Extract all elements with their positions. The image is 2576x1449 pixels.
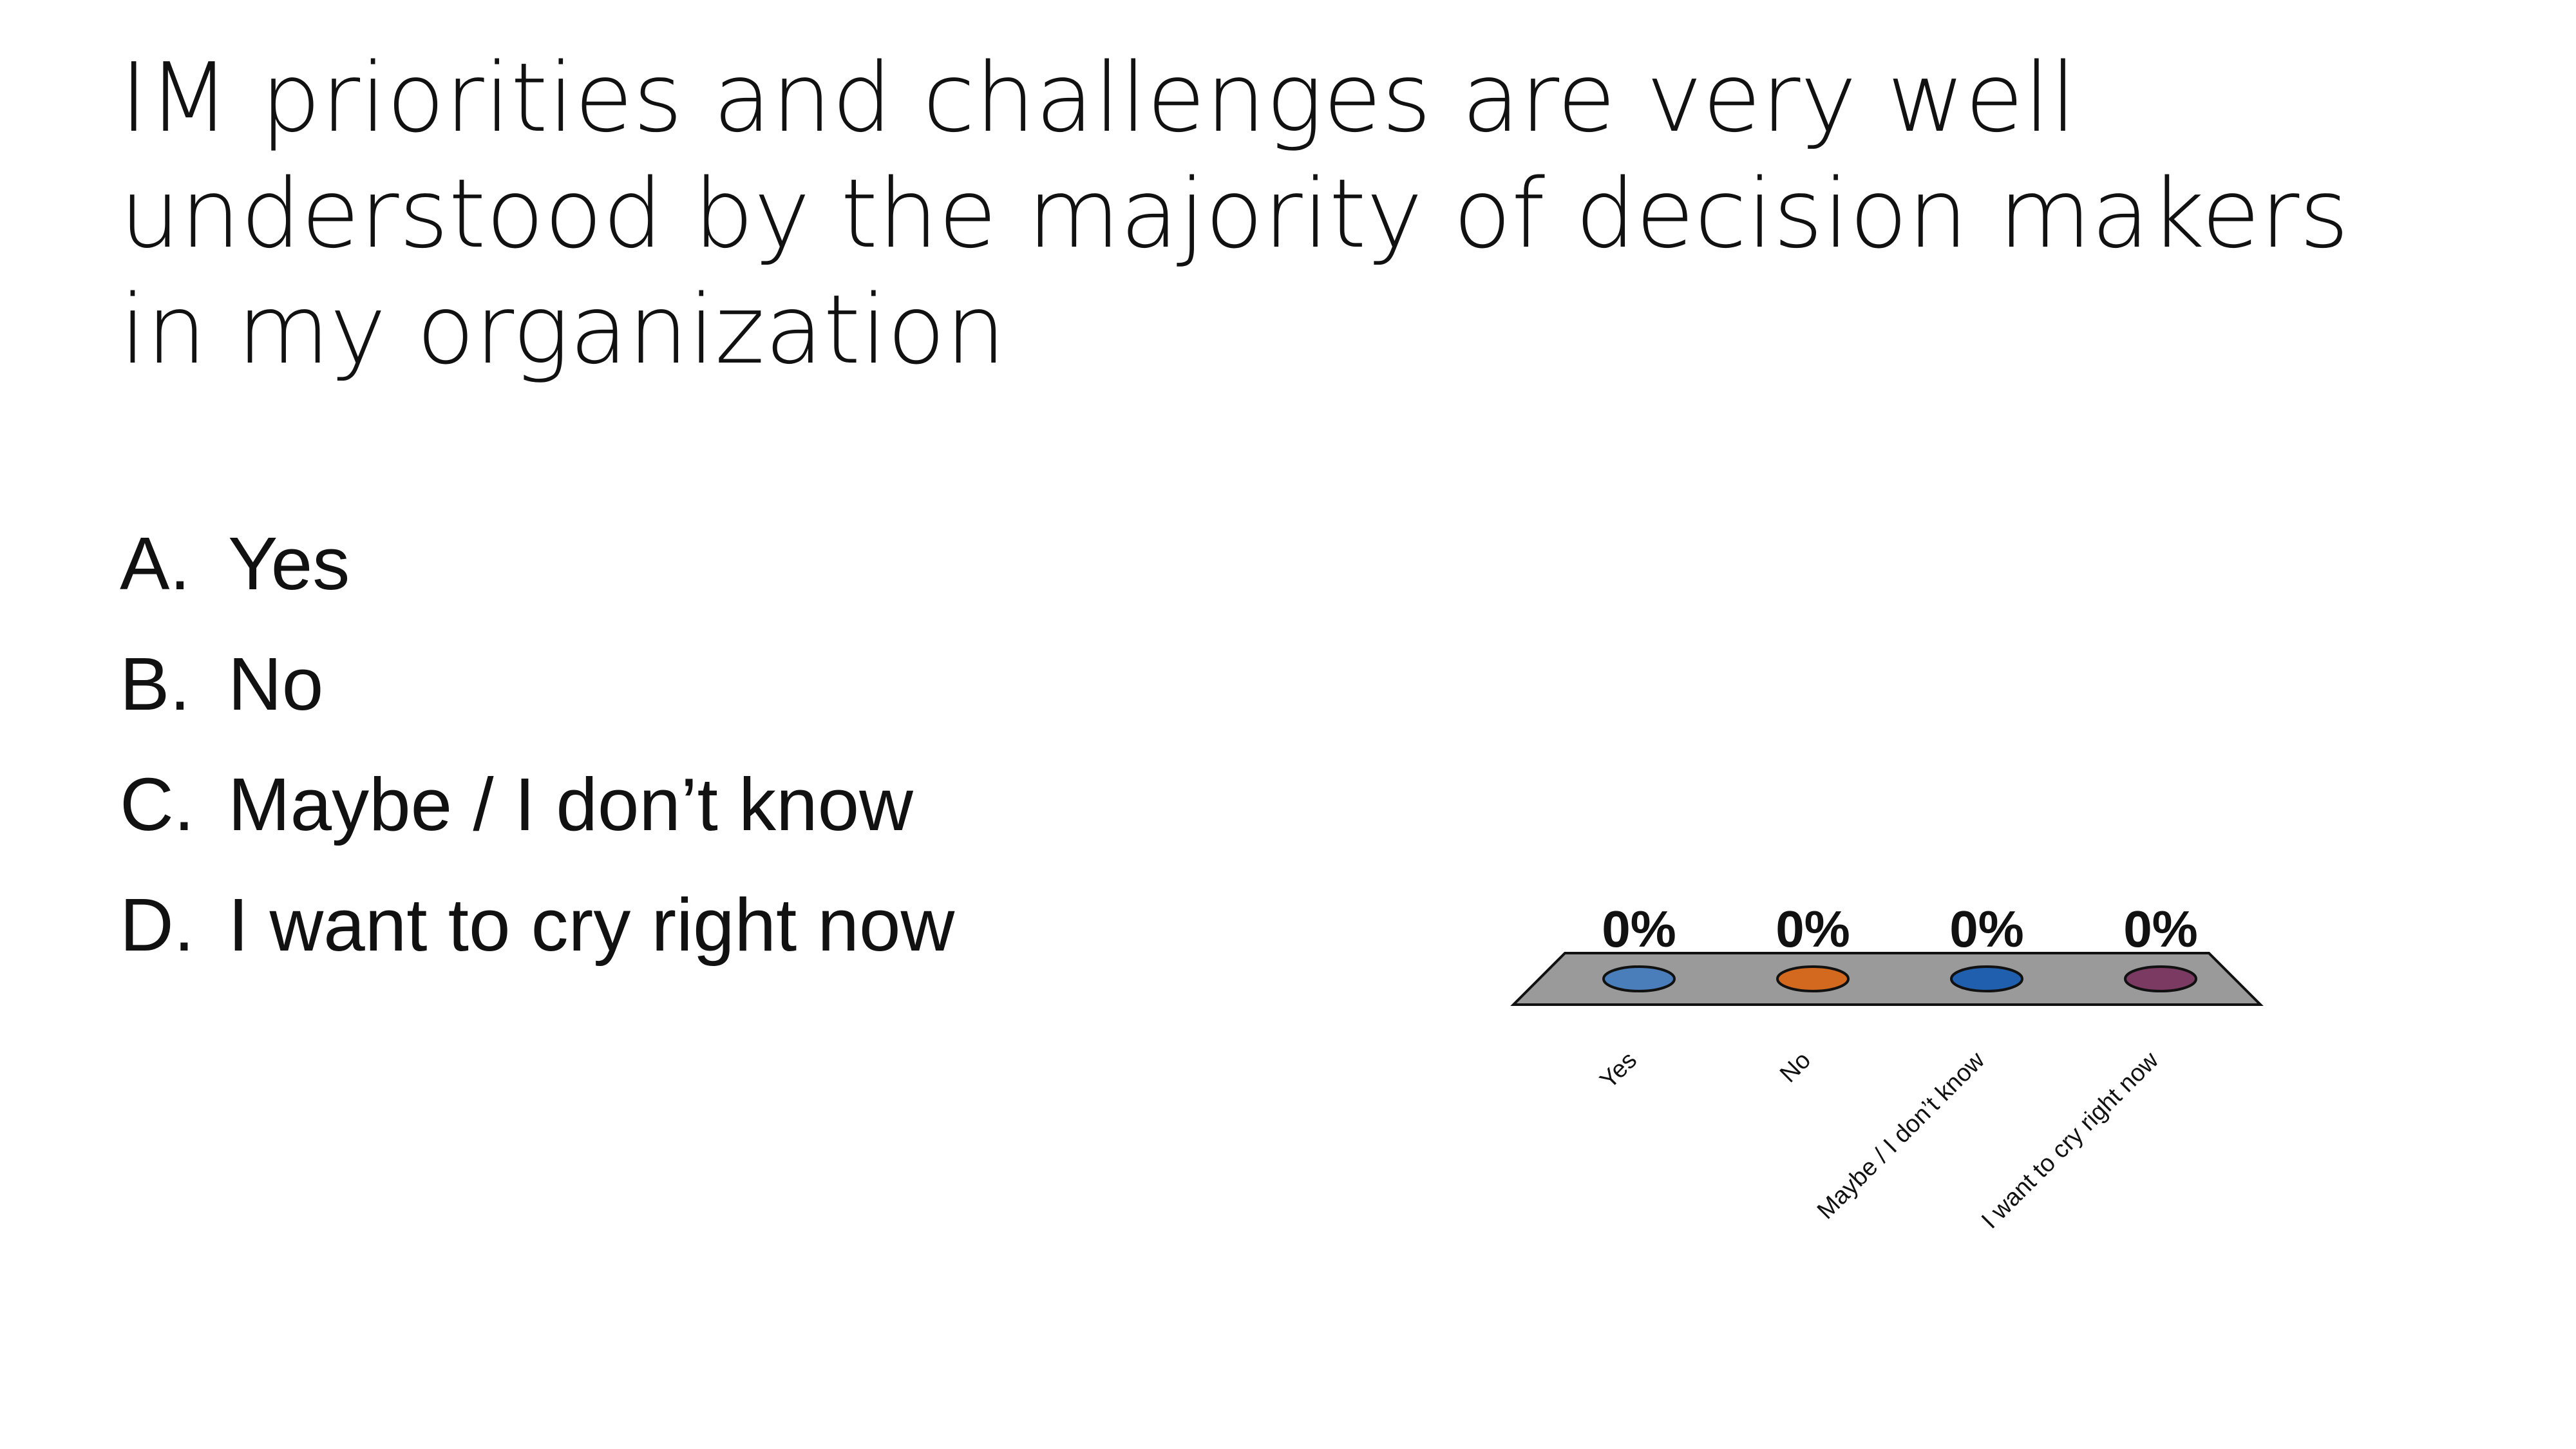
value-label-3: 0% (1949, 900, 2024, 958)
answer-letter: D. (120, 883, 194, 967)
answer-letter: A. (120, 522, 191, 605)
category-label-1: Yes (1595, 1046, 1642, 1094)
bar-1 (1602, 965, 1676, 992)
category-label-4: I want to cry right now (1976, 1046, 2164, 1234)
value-label-2: 0% (1776, 900, 1850, 958)
value-label-1: 0% (1602, 900, 1676, 958)
answer-option-c[interactable]: C. Maybe / I don’t know (120, 744, 954, 865)
results-chart: 0% Yes 0% No 0% Maybe / I don’t know 0% I want … (1510, 900, 2264, 1234)
value-label-4: 0% (2123, 900, 2198, 958)
answer-option-b[interactable]: B. No (120, 624, 954, 744)
bar-3 (1950, 965, 2023, 992)
answer-letter: B. (120, 642, 191, 726)
chart-floor (1510, 952, 2264, 1006)
slide-title: IM priorities and challenges are very we… (120, 43, 2349, 385)
answer-letter: C. (120, 762, 194, 846)
answer-text: Maybe / I don’t know (228, 762, 913, 846)
answer-option-d[interactable]: D. I want to cry right now (120, 865, 954, 985)
bar-4 (2124, 965, 2197, 992)
answer-text: Yes (228, 522, 350, 605)
bar-2 (1776, 965, 1850, 992)
answer-option-a[interactable]: A. Yes (120, 504, 954, 624)
category-label-2: No (1775, 1046, 1816, 1088)
category-label-3: Maybe / I don’t know (1812, 1046, 1991, 1225)
answer-list: A. Yes B. No C. Maybe / I don’t know D. … (120, 504, 954, 985)
answer-text: No (228, 642, 324, 726)
answer-text: I want to cry right now (228, 883, 955, 967)
